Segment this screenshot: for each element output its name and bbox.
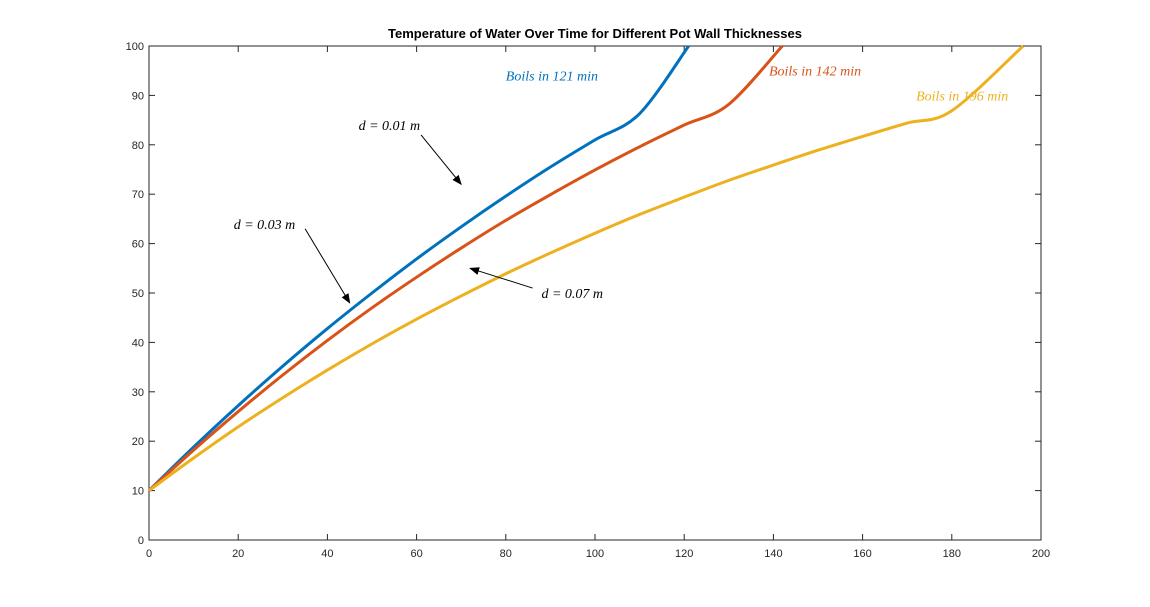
annotation-label: Boils in 196 min [916,89,1008,104]
x-tick-label: 80 [500,548,512,560]
x-tick-label: 20 [232,548,244,560]
y-tick-label: 100 [126,41,144,53]
y-tick-label: 40 [132,337,144,349]
x-tick-label: 140 [764,548,782,560]
y-tick-label: 10 [132,486,144,498]
annotation-label: Boils in 121 min [506,70,598,85]
annotation-label: d = 0.01 m [359,119,421,134]
x-tick-label: 100 [586,548,604,560]
annotation-arrow [304,228,351,304]
y-tick-label: 20 [132,436,144,448]
axis-ticks: 0 20 40 60 80 100 120 140 160 180 200 0 10 20 30 40 50 60… [126,41,1051,560]
annotation-label: d = 0.07 m [541,287,603,302]
x-tick-label: 40 [321,548,333,560]
annotations: d = 0.01 m d = 0.03 m d = 0.07 m Boils in 1… [234,65,1008,304]
x-tick-label: 120 [675,548,693,560]
annotation-label: d = 0.03 m [234,218,296,233]
x-tick-label: 60 [410,548,422,560]
y-tick-label: 80 [132,140,144,152]
annotation-arrow [420,134,462,186]
annotation-label: Boils in 142 min [769,65,861,80]
series-line-2 [147,44,784,492]
y-tick-label: 50 [132,288,144,300]
y-tick-label: 70 [132,189,144,201]
series-line-1 [147,45,690,492]
x-tick-label: 200 [1032,548,1050,560]
x-tick-label: 0 [146,548,152,560]
y-tick-label: 90 [132,90,144,102]
series-group [147,44,1025,492]
x-tick-label: 180 [943,548,961,560]
series-line-3 [148,44,1025,492]
y-tick-label: 0 [138,535,144,547]
x-tick-label: 160 [853,548,871,560]
chart-title: Temperature of Water Over Time for Diffe… [388,26,802,41]
annotation-arrow [469,267,533,289]
y-tick-label: 60 [132,239,144,251]
y-tick-label: 30 [132,387,144,399]
